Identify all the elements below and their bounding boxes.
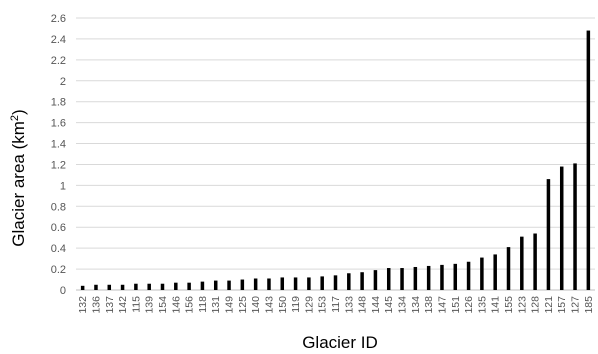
bar-145-23 [387,268,391,290]
x-tick-label: 119 [290,296,302,313]
y-tick-label: 2 [60,76,66,88]
y-tick-label: 1 [60,180,66,192]
x-tick-label: 185 [583,296,595,314]
bar-143-14 [267,278,271,290]
x-tick-label: 148 [357,296,369,314]
bar-123-33 [520,237,524,290]
y-tick-label: 0.8 [51,201,66,213]
x-tick-label: 155 [503,296,515,314]
x-tick-label: 154 [157,296,169,314]
x-tick-label: 129 [303,296,315,314]
x-tick-label: 117 [330,296,342,313]
bar-147-27 [440,265,444,290]
bar-140-13 [254,278,258,290]
x-tick-label: 123 [516,296,528,314]
bar-146-7 [174,283,178,290]
x-tick-label: 134 [397,296,409,314]
x-tick-label: 156 [184,296,196,314]
y-axis-title: Glacier area (km2) [9,109,28,246]
bar-134-25 [414,267,418,290]
x-tick-label: 115 [130,296,142,313]
bar-133-20 [347,273,351,290]
bar-128-34 [533,234,537,290]
x-tick-label: 125 [237,296,249,314]
x-tick-label: 128 [530,296,542,314]
y-tick-label: 0 [60,285,66,297]
x-tick-label: 137 [104,296,116,314]
y-tick-label: 0.4 [51,243,66,255]
bar-149-11 [227,281,231,290]
x-tick-label: 150 [277,296,289,314]
bar-144-22 [374,270,378,290]
bar-155-32 [507,247,511,290]
x-tick-label: 127 [570,296,582,314]
bar-138-26 [427,266,431,290]
bar-142-3 [121,285,125,290]
x-tick-label: 151 [450,296,462,314]
x-tick-label: 138 [423,296,435,314]
y-tick-label: 2.4 [51,34,66,46]
bar-150-15 [281,277,285,290]
y-tick-label: 1.8 [51,97,66,109]
bar-151-28 [454,264,458,290]
bar-153-18 [320,276,324,290]
bar-118-9 [201,282,205,290]
bar-115-4 [134,284,138,290]
x-tick-label: 149 [224,296,236,314]
bar-117-19 [334,275,338,290]
y-tick-label: 2.6 [51,13,66,25]
y-tick-label: 1.4 [51,139,66,151]
bar-125-12 [241,280,245,290]
x-tick-label: 121 [543,296,555,314]
x-tick-label: 147 [436,296,448,314]
y-tick-label: 2.2 [51,55,66,67]
bar-121-35 [547,179,551,290]
x-tick-label: 157 [556,296,568,314]
x-tick-label: 133 [343,296,355,314]
bar-185-38 [587,31,591,290]
bar-135-30 [480,258,484,290]
x-tick-label: 140 [250,296,262,314]
bar-137-2 [108,285,112,290]
x-tick-label: 144 [370,296,382,314]
x-tick-label: 145 [383,296,395,314]
x-tick-label: 134 [410,296,422,314]
x-tick-label: 142 [117,296,129,314]
y-tick-labels: 0 0.2 0.4 0.6 0.8 1 1.2 1.4 1.6 1.8 2 2.2 2.4 2.6 [51,13,66,297]
y-tick-label: 1.6 [51,118,66,130]
gridlines [76,18,595,290]
bar-131-10 [214,281,218,290]
bar-129-17 [307,277,311,290]
bar-156-8 [187,283,191,290]
x-tick-label: 118 [197,296,209,313]
x-tick-label: 143 [263,296,275,314]
x-tick-label: 131 [210,296,222,314]
x-tick-label: 136 [90,296,102,314]
x-tick-label: 146 [170,296,182,314]
bar-157-36 [560,167,564,290]
bar-134-24 [400,268,404,290]
bar-148-21 [360,272,364,290]
x-tick-label: 139 [144,296,156,314]
x-tick-label: 126 [463,296,475,314]
x-tick-label: 141 [490,296,502,314]
bars [81,31,590,290]
bar-132-0 [81,286,85,290]
x-tick-label: 132 [77,296,89,314]
y-tick-label: 0.2 [51,264,66,276]
x-tick-label: 135 [476,296,488,314]
bar-141-31 [493,254,497,290]
x-axis-title: Glacier ID [302,333,378,352]
bar-127-37 [573,163,577,290]
bar-119-16 [294,277,298,290]
y-tick-label: 1.2 [51,159,66,171]
bar-139-5 [147,284,151,290]
x-tick-labels: 132 136 137 142 115 139 154 146 156 118 131 149 125 1… [77,296,595,314]
bar-154-6 [161,284,165,290]
bar-136-1 [94,285,98,290]
y-tick-label: 0.6 [51,222,66,234]
bar-126-29 [467,262,471,290]
x-tick-label: 153 [317,296,329,314]
